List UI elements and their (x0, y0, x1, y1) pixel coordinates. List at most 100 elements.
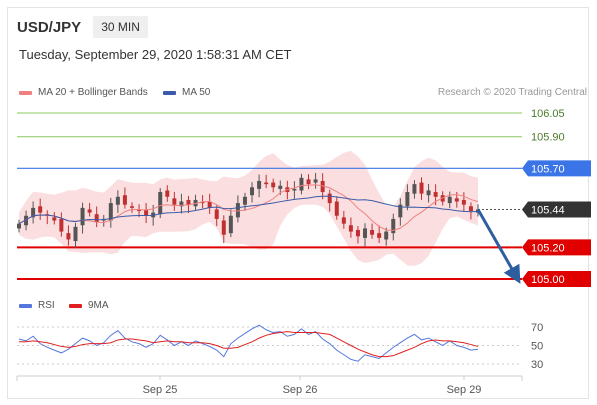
candle-body (172, 198, 177, 205)
legend-rsi: RSI (19, 300, 55, 311)
candle-body (235, 203, 240, 218)
candle-body (31, 207, 36, 218)
candle-body (306, 179, 311, 185)
candle-body (320, 180, 325, 193)
candle-body (165, 190, 170, 197)
legend-ma50: MA 50 (163, 87, 210, 98)
candle-body (250, 187, 255, 196)
candle-body (433, 192, 438, 197)
forecast-arrow (476, 208, 521, 284)
candle-body (377, 233, 382, 238)
candle-body (122, 195, 127, 205)
price-tag-105.70: 105.70 (531, 163, 565, 175)
candle-body (271, 182, 276, 188)
candle-body (186, 199, 191, 205)
candle-body (419, 182, 424, 194)
candle-body (108, 203, 113, 221)
candle-body (52, 217, 57, 221)
price-tag-bg-105.44 (522, 201, 591, 218)
legend-label-9ma: 9MA (88, 300, 109, 311)
legend-label-ma20: MA 20 + Bollinger Bands (38, 87, 148, 98)
rsi-series-rsi (18, 324, 479, 362)
price-levels (17, 112, 522, 280)
candle-body (158, 192, 163, 215)
x-axis: Sep 25 Sep 26 Sep 29 (16, 375, 523, 396)
rsi-tick-label: 70 (531, 322, 543, 334)
x-tick-label: Sep 29 (447, 384, 482, 396)
candle-body (24, 215, 29, 226)
moving-averages (18, 184, 479, 231)
price-tag-bg-105.70 (522, 160, 591, 177)
forecast-arrow-line (476, 208, 521, 284)
candle-body (38, 206, 43, 213)
legend-swatch-ma20 (19, 90, 32, 95)
legend-9ma: 9MA (69, 300, 109, 311)
candle-body (207, 201, 212, 208)
candle-body (299, 177, 304, 191)
candle-body (440, 195, 445, 202)
candle-body (115, 196, 120, 205)
candle-body (73, 226, 78, 242)
candle-body (334, 201, 339, 216)
candle-body (447, 196, 452, 204)
price-tags: 106.05 105.90 105.70 105.44 105.20 105.00 (522, 108, 591, 287)
candle-body (348, 225, 353, 232)
candle-body (179, 201, 184, 207)
candle-body (454, 198, 459, 202)
candle-body (327, 193, 332, 204)
candle-body (66, 233, 71, 240)
candle-body (129, 206, 134, 208)
legend-swatch-ma50 (163, 90, 176, 95)
ma50-line (18, 195, 479, 225)
candle-body (468, 206, 473, 212)
price-tag-bg-105.00 (522, 271, 591, 287)
candle-body (17, 223, 21, 229)
rsi-series-9ma (19, 331, 479, 358)
ma20-line (18, 184, 479, 231)
datetime-label: Tuesday, September 29, 2020 1:58:31 AM C… (19, 47, 292, 62)
candle-body (341, 217, 346, 224)
candle-body (257, 180, 262, 189)
candle-body (214, 209, 219, 219)
candle-body (313, 179, 318, 183)
x-tick-label: Sep 25 (143, 384, 178, 396)
chart-header: USD/JPY 30 MIN (17, 16, 148, 38)
pair-title: USD/JPY (17, 18, 82, 36)
candle-body (391, 218, 396, 234)
legend-label-rsi: RSI (38, 300, 55, 311)
legend-swatch-rsi (19, 303, 32, 308)
price-tag-105.90: 105.90 (531, 132, 565, 144)
candle-body (144, 209, 149, 216)
candle-body (94, 214, 99, 223)
candle-body (384, 231, 389, 240)
candle-body (87, 209, 92, 213)
candle-body (370, 229, 375, 235)
candle-body (221, 220, 226, 235)
candle-body (242, 196, 247, 205)
candle-body (398, 204, 403, 218)
candle-body (412, 184, 417, 194)
legend-swatch-9ma (69, 303, 82, 308)
timeframe-badge[interactable]: 30 MIN (93, 16, 148, 38)
rsi-tick-label: 50 (531, 341, 543, 353)
candle-body (59, 218, 64, 232)
price-tag-105.00: 105.00 (531, 274, 565, 286)
price-tag-105.20: 105.20 (531, 242, 565, 254)
research-credit: Research © 2020 Trading Central (437, 87, 587, 98)
rsi-panel: 70 50 30 (17, 322, 543, 371)
candle-body (405, 192, 410, 207)
candle-body (363, 228, 368, 238)
candle-body (228, 215, 233, 234)
candle-body (278, 185, 283, 189)
x-tick-label: Sep 26 (283, 384, 318, 396)
price-tag-106.05: 106.05 (531, 108, 565, 120)
price-tag-bg-105.20 (522, 239, 591, 256)
legend-ma20: MA 20 + Bollinger Bands (19, 87, 148, 98)
price-tag-105.44: 105.44 (531, 204, 565, 216)
candle-body (461, 199, 466, 205)
candle-body (426, 190, 431, 196)
candle-body (292, 188, 297, 191)
candle-body (355, 229, 360, 237)
candle-body (137, 209, 142, 212)
